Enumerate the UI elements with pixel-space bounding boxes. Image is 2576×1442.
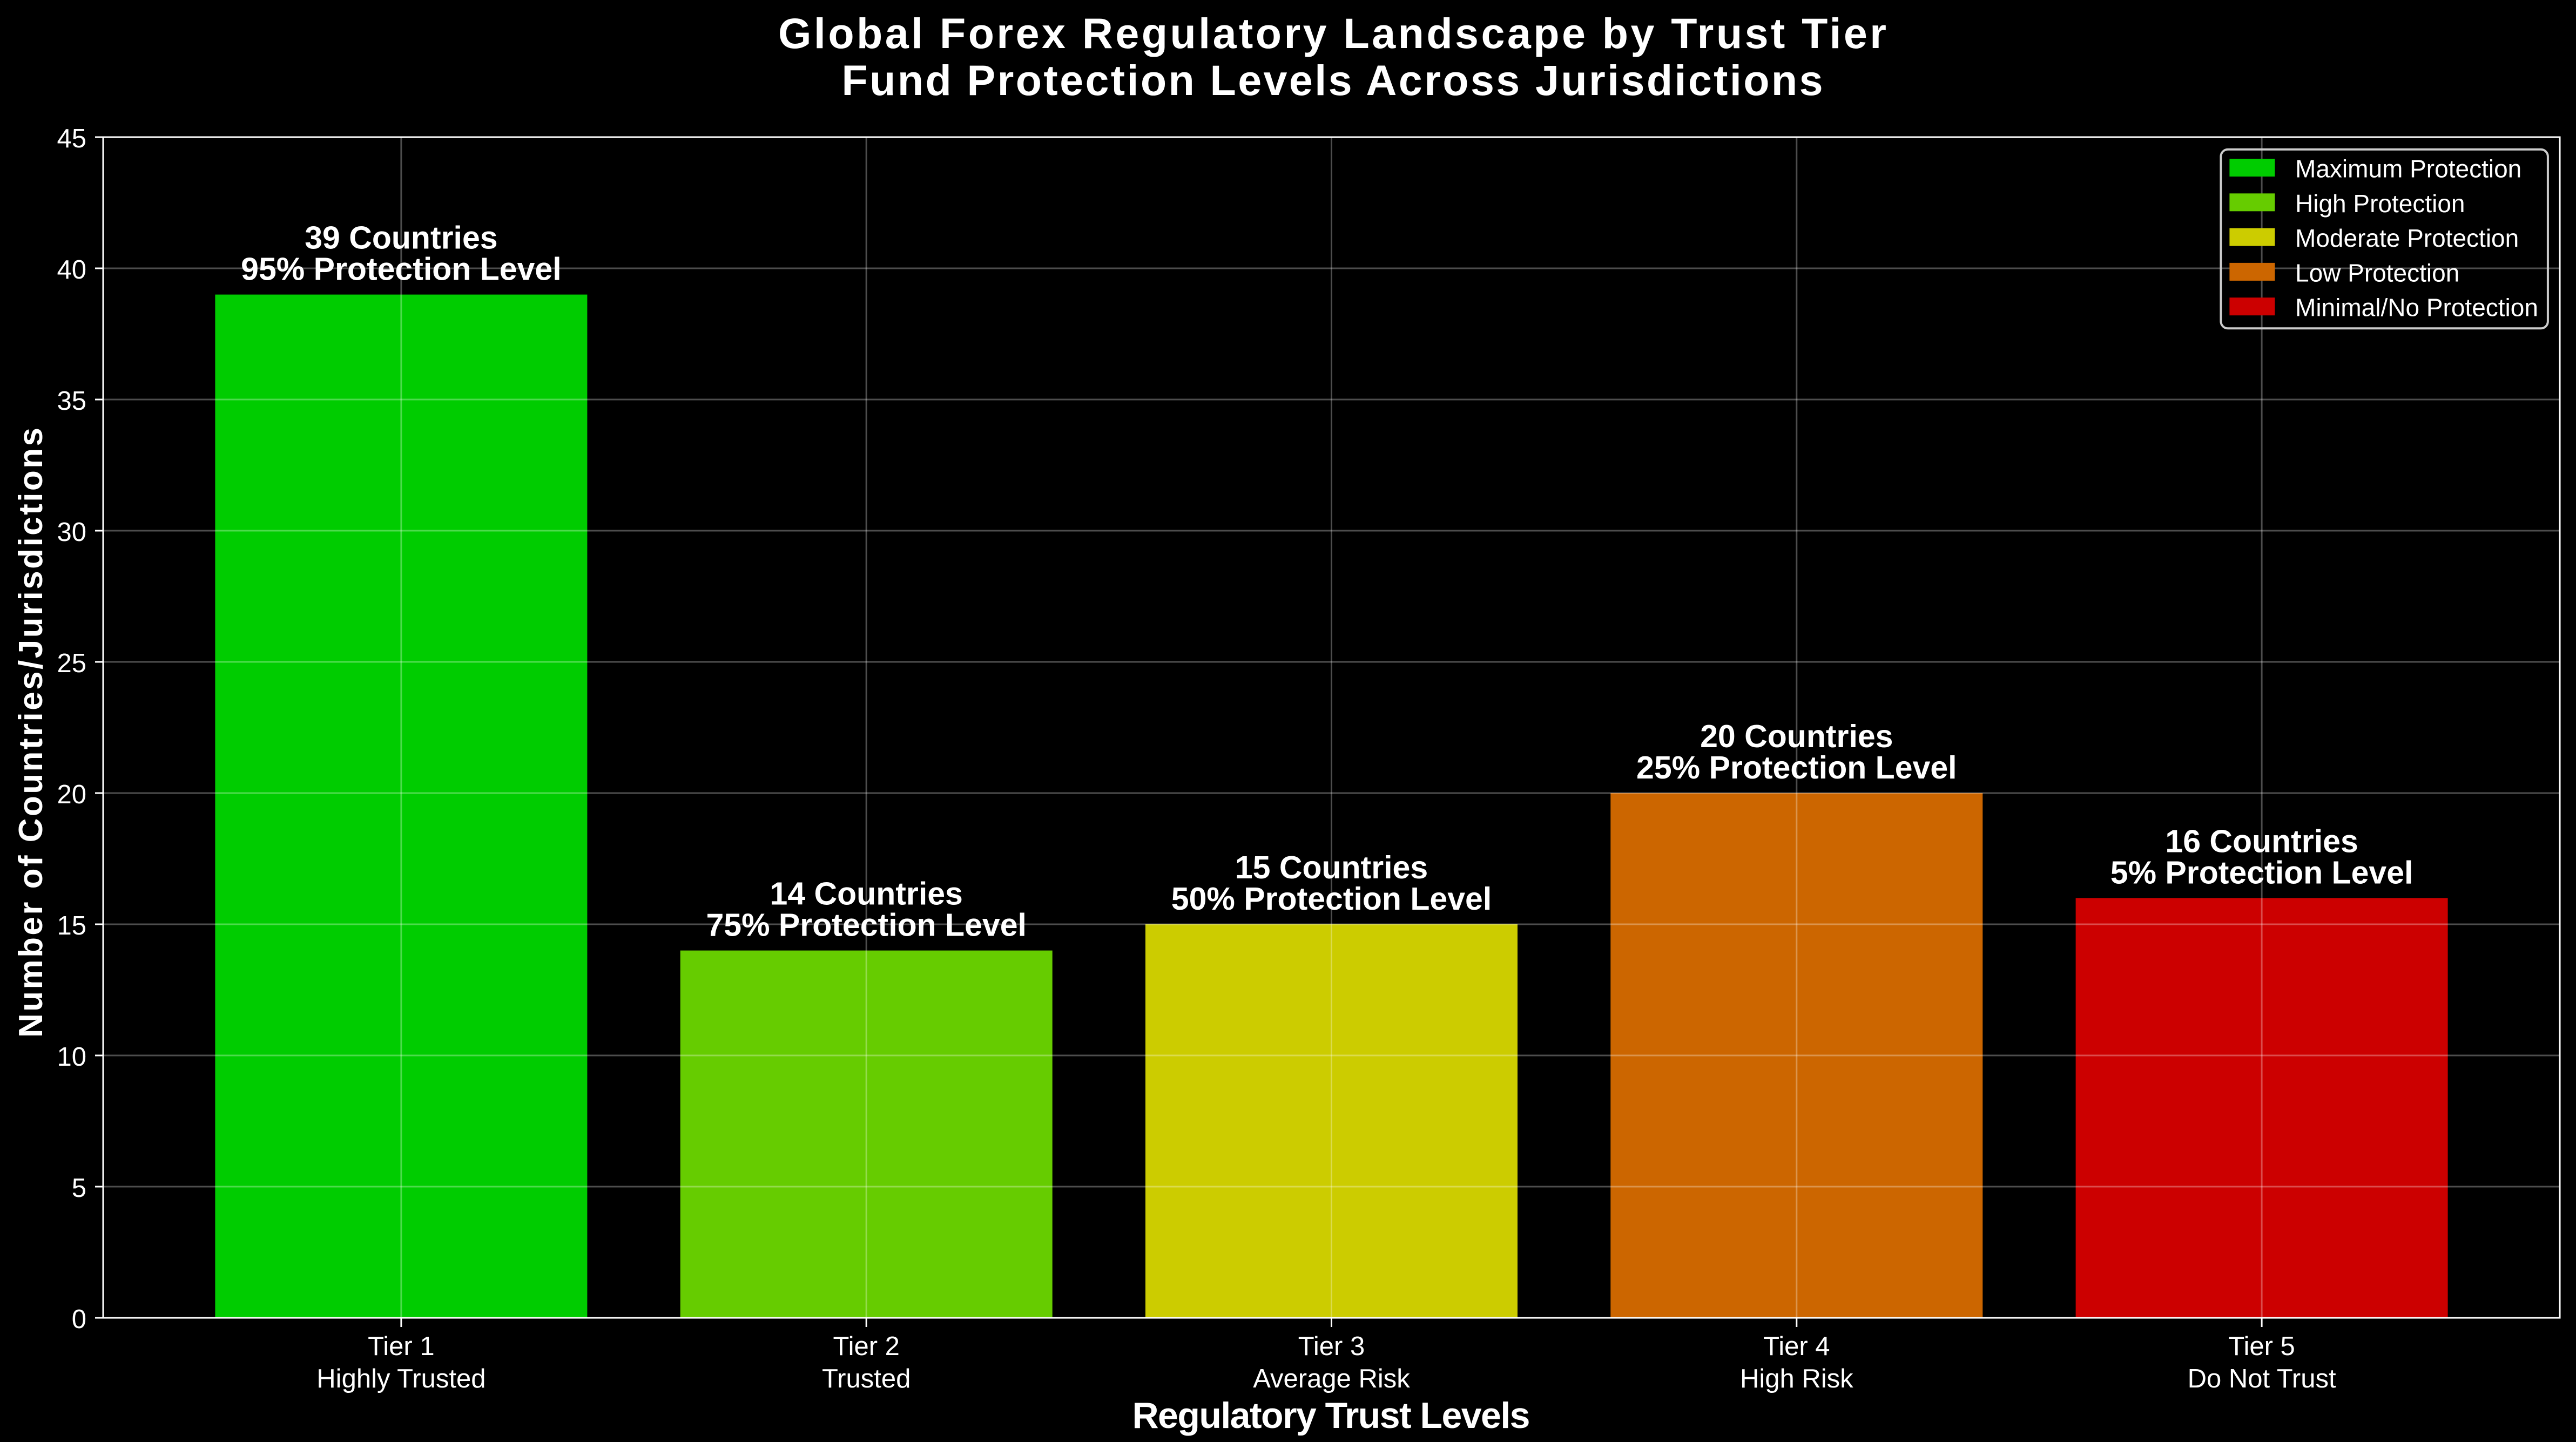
svg-text:Tier 2: Tier 2 xyxy=(833,1332,899,1361)
svg-text:45: 45 xyxy=(57,124,86,153)
svg-text:Average Risk: Average Risk xyxy=(1253,1364,1410,1393)
svg-text:50% Protection Level: 50% Protection Level xyxy=(1171,881,1492,917)
svg-text:25% Protection Level: 25% Protection Level xyxy=(1636,750,1957,786)
svg-text:16 Countries: 16 Countries xyxy=(2165,823,2358,859)
svg-text:Highly Trusted: Highly Trusted xyxy=(316,1364,485,1393)
svg-text:20: 20 xyxy=(57,780,86,809)
svg-text:High Risk: High Risk xyxy=(1740,1364,1853,1393)
svg-text:Tier 5: Tier 5 xyxy=(2228,1332,2295,1361)
svg-text:Regulatory Trust Levels: Regulatory Trust Levels xyxy=(1132,1395,1530,1436)
svg-text:Minimal/No Protection: Minimal/No Protection xyxy=(2295,294,2538,322)
svg-text:Tier 4: Tier 4 xyxy=(1763,1332,1830,1361)
svg-text:High Protection: High Protection xyxy=(2295,189,2465,218)
svg-text:Moderate Protection: Moderate Protection xyxy=(2295,224,2519,252)
svg-text:10: 10 xyxy=(57,1042,86,1072)
svg-text:40: 40 xyxy=(57,255,86,285)
svg-text:Number of Countries/Jurisdicti: Number of Countries/Jurisdictions xyxy=(12,428,50,1038)
svg-text:14 Countries: 14 Countries xyxy=(770,876,963,912)
svg-text:Maximum Protection: Maximum Protection xyxy=(2295,155,2521,183)
svg-text:Do Not Trust: Do Not Trust xyxy=(2188,1364,2336,1393)
svg-text:20 Countries: 20 Countries xyxy=(1700,719,1893,754)
svg-text:5: 5 xyxy=(72,1174,86,1203)
svg-text:5% Protection Level: 5% Protection Level xyxy=(2110,855,2413,890)
svg-text:25: 25 xyxy=(57,649,86,678)
svg-text:Low Protection: Low Protection xyxy=(2295,259,2459,287)
svg-text:Tier 3: Tier 3 xyxy=(1298,1332,1365,1361)
svg-text:0: 0 xyxy=(72,1305,86,1334)
svg-text:35: 35 xyxy=(57,387,86,416)
svg-text:15: 15 xyxy=(57,911,86,940)
svg-text:95% Protection Level: 95% Protection Level xyxy=(241,252,562,287)
svg-text:Fund Protection Levels Across: Fund Protection Levels Across Jurisdicti… xyxy=(842,56,1823,104)
svg-text:39 Countries: 39 Countries xyxy=(305,220,497,256)
svg-text:30: 30 xyxy=(57,518,86,547)
svg-text:75% Protection Level: 75% Protection Level xyxy=(706,908,1027,943)
svg-text:15 Countries: 15 Countries xyxy=(1235,850,1428,885)
svg-text:Trusted: Trusted xyxy=(822,1364,911,1393)
svg-text:Global Forex Regulatory Landsc: Global Forex Regulatory Landscape by Tru… xyxy=(778,9,1886,57)
svg-text:Tier 1: Tier 1 xyxy=(368,1332,434,1361)
